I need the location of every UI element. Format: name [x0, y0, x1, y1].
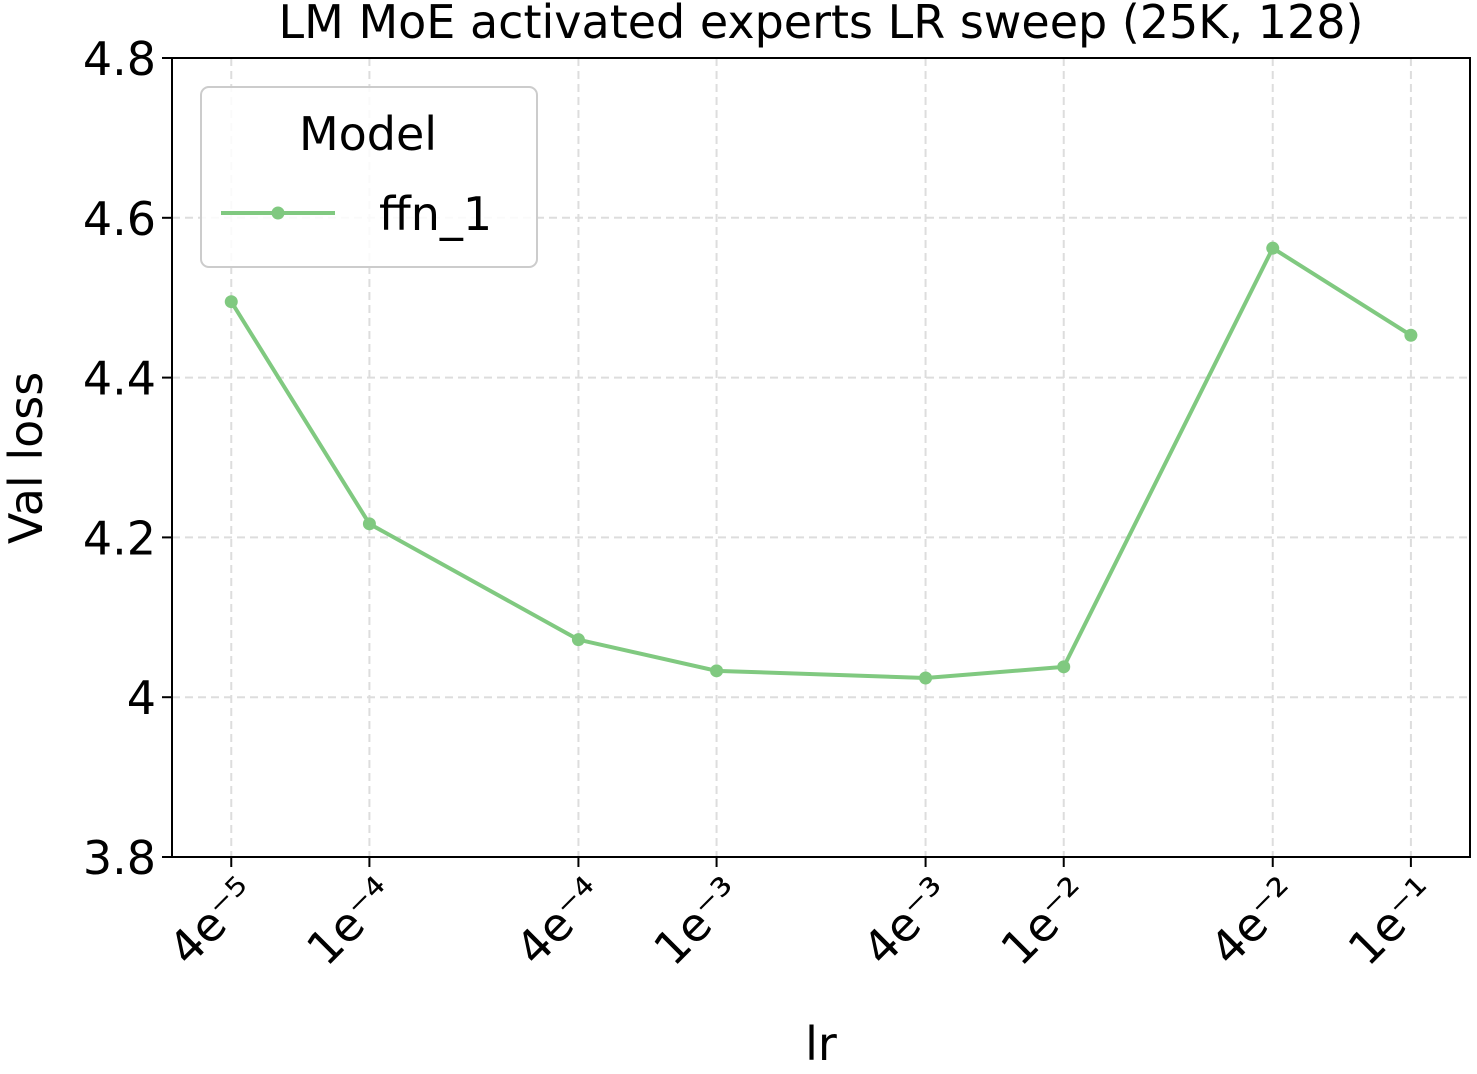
y-tick-label: 4.4 [83, 352, 156, 406]
x-tick-label: 4e⁻² [1199, 867, 1308, 976]
y-tick-label: 3.8 [83, 831, 156, 885]
data-point [1057, 660, 1071, 674]
y-axis-label: Val loss [0, 372, 53, 544]
chart-title: LM MoE activated experts LR sweep (25K, … [279, 0, 1364, 49]
data-point [919, 671, 933, 685]
x-axis-label: lr [805, 1017, 837, 1071]
legend-label: ffn_1 [379, 187, 492, 241]
y-tick-label: 4.6 [83, 192, 156, 246]
y-tick-label: 4.2 [83, 511, 156, 565]
x-tick-label: 1e⁻¹ [1338, 867, 1447, 976]
x-tick-label: 4e⁻⁴ [505, 867, 614, 976]
legend-title: Model [299, 107, 437, 161]
plot-frame [171, 57, 1471, 858]
series-line [229, 245, 1412, 681]
x-tick-label: 1e⁻² [990, 867, 1099, 976]
x-tick-label: 4e⁻⁵ [158, 867, 267, 976]
data-point [571, 633, 585, 647]
data-point [224, 295, 238, 309]
x-tick-label: 4e⁻³ [852, 867, 961, 976]
data-point [1404, 328, 1418, 342]
x-tick-label: 1e⁻³ [643, 867, 752, 976]
y-tick-label: 4 [127, 671, 156, 725]
x-tick-label: 1e⁻⁴ [296, 867, 405, 976]
data-point [1266, 241, 1280, 255]
y-tick-label: 4.8 [83, 32, 156, 86]
data-point [710, 664, 724, 678]
data-point [362, 517, 376, 531]
legend-box [200, 86, 538, 268]
legend-marker [271, 206, 285, 220]
